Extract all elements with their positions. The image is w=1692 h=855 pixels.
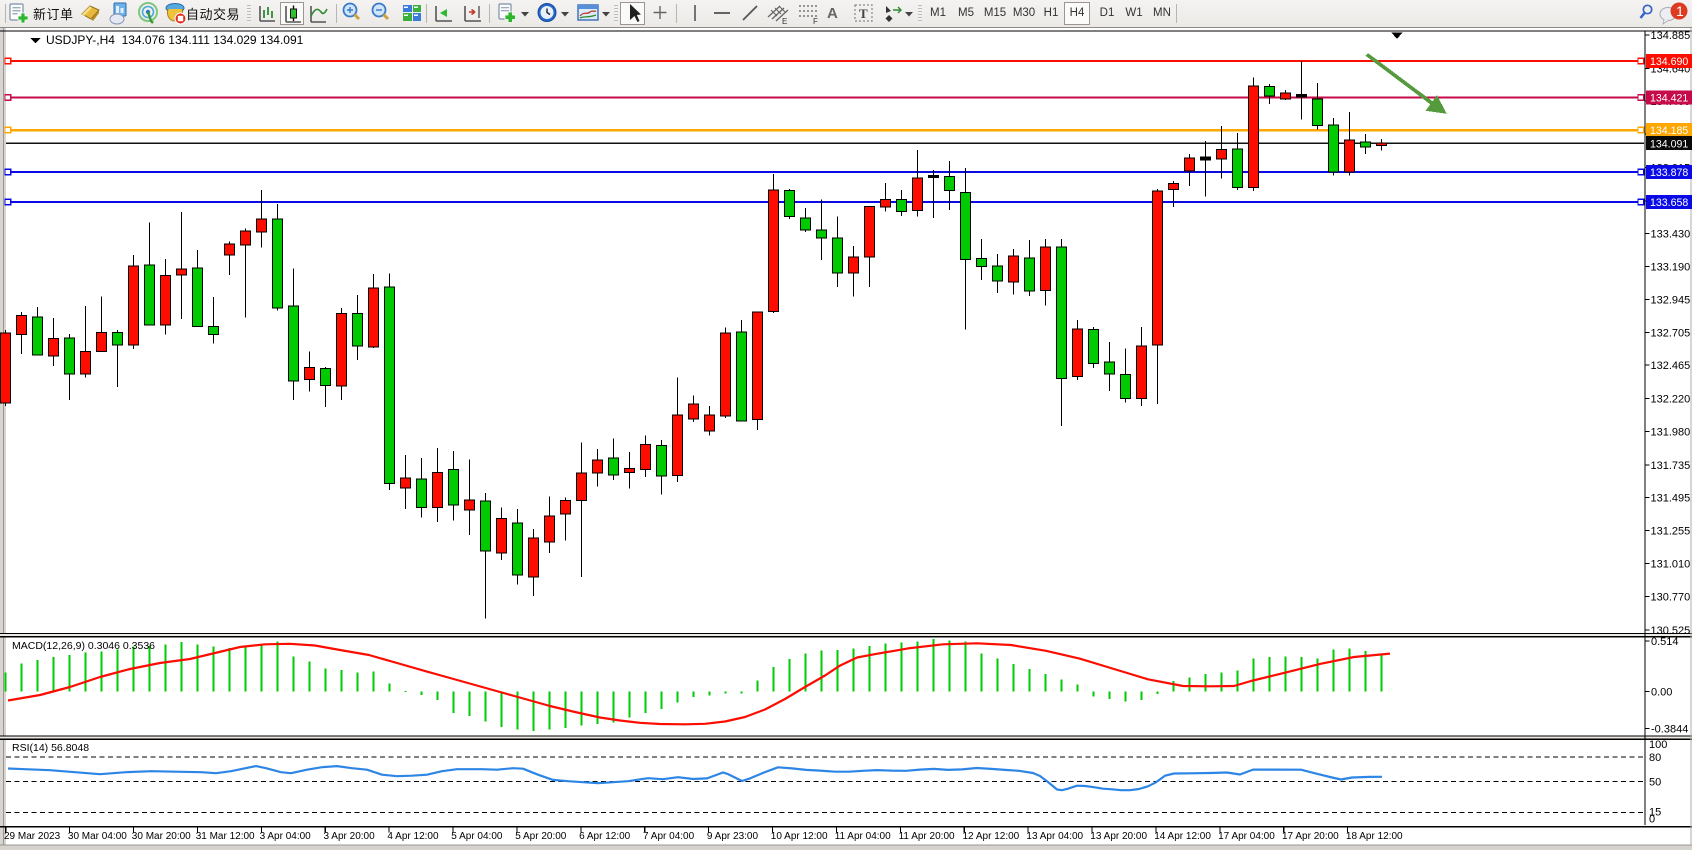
svg-text:0: 0 [1649, 814, 1655, 826]
svg-text:1: 1 [1676, 3, 1684, 19]
svg-text:130.525: 130.525 [1651, 625, 1691, 637]
svg-text:134.091: 134.091 [1650, 138, 1688, 150]
svg-text:E: E [782, 17, 787, 26]
svg-text:100: 100 [1649, 739, 1667, 751]
svg-text:133.878: 133.878 [1650, 167, 1688, 179]
svg-text:11 Apr 20:00: 11 Apr 20:00 [899, 831, 955, 842]
svg-text:134.690: 134.690 [1650, 56, 1688, 68]
svg-text:131.735: 131.735 [1651, 460, 1691, 472]
svg-text:133.658: 133.658 [1650, 197, 1688, 209]
svg-text:0.514: 0.514 [1651, 636, 1679, 648]
svg-text:50: 50 [1649, 777, 1661, 789]
svg-text:11 Apr 04:00: 11 Apr 04:00 [835, 831, 891, 842]
svg-text:6 Apr 12:00: 6 Apr 12:00 [579, 831, 631, 842]
svg-text:30 Mar 04:00: 30 Mar 04:00 [68, 831, 127, 842]
svg-text:15: 15 [1649, 807, 1661, 819]
svg-text:132.220: 132.220 [1651, 394, 1691, 406]
svg-text:131.495: 131.495 [1651, 493, 1691, 505]
svg-text:10 Apr 12:00: 10 Apr 12:00 [771, 831, 828, 842]
svg-text:14 Apr 12:00: 14 Apr 12:00 [1154, 831, 1211, 842]
svg-text:131.980: 131.980 [1651, 426, 1691, 438]
svg-text:133.190: 133.190 [1651, 261, 1691, 273]
svg-text:5 Apr 20:00: 5 Apr 20:00 [515, 831, 567, 842]
svg-text:-0.3844: -0.3844 [1651, 723, 1688, 735]
svg-text:9 Apr 23:00: 9 Apr 23:00 [707, 831, 759, 842]
svg-text:131.255: 131.255 [1651, 525, 1691, 537]
svg-text:17 Apr 04:00: 17 Apr 04:00 [1218, 831, 1275, 842]
svg-text:134.185: 134.185 [1650, 125, 1688, 137]
svg-text:0.00: 0.00 [1651, 687, 1672, 699]
svg-text:30 Mar 20:00: 30 Mar 20:00 [132, 831, 191, 842]
svg-text:13 Apr 04:00: 13 Apr 04:00 [1026, 831, 1083, 842]
svg-text:131.010: 131.010 [1651, 559, 1691, 571]
svg-text:4 Apr 12:00: 4 Apr 12:00 [387, 831, 439, 842]
svg-text:3 Apr 04:00: 3 Apr 04:00 [260, 831, 312, 842]
svg-text:3 Apr 20:00: 3 Apr 20:00 [324, 831, 376, 842]
svg-text:12 Apr 12:00: 12 Apr 12:00 [963, 831, 1020, 842]
svg-text:80: 80 [1649, 752, 1661, 764]
svg-text:17 Apr 20:00: 17 Apr 20:00 [1282, 831, 1339, 842]
svg-text:132.945: 132.945 [1651, 295, 1691, 307]
svg-text:MACD(12,26,9) 0.3046 0.3536: MACD(12,26,9) 0.3046 0.3536 [12, 640, 155, 652]
svg-text:133.430: 133.430 [1651, 229, 1691, 241]
svg-text:RSI(14) 56.8048: RSI(14) 56.8048 [12, 742, 89, 754]
svg-text:18 Apr 12:00: 18 Apr 12:00 [1346, 831, 1403, 842]
svg-text:31 Mar 12:00: 31 Mar 12:00 [196, 831, 255, 842]
svg-text:134.885: 134.885 [1651, 30, 1691, 42]
svg-text:130.770: 130.770 [1651, 591, 1691, 603]
svg-text:T: T [859, 6, 868, 21]
svg-text:USDJPY-,H4 134.076 134.111 13: USDJPY-,H4 134.076 134.111 134.029 134.0… [46, 33, 304, 47]
svg-text:132.465: 132.465 [1651, 360, 1691, 372]
svg-text:F: F [813, 17, 818, 26]
svg-text:7 Apr 04:00: 7 Apr 04:00 [643, 831, 695, 842]
svg-text:134.421: 134.421 [1650, 93, 1688, 105]
svg-text:5 Apr 04:00: 5 Apr 04:00 [451, 831, 503, 842]
svg-text:132.705: 132.705 [1651, 327, 1691, 339]
svg-text:29 Mar 2023: 29 Mar 2023 [4, 831, 61, 842]
svg-text:13 Apr 20:00: 13 Apr 20:00 [1090, 831, 1147, 842]
